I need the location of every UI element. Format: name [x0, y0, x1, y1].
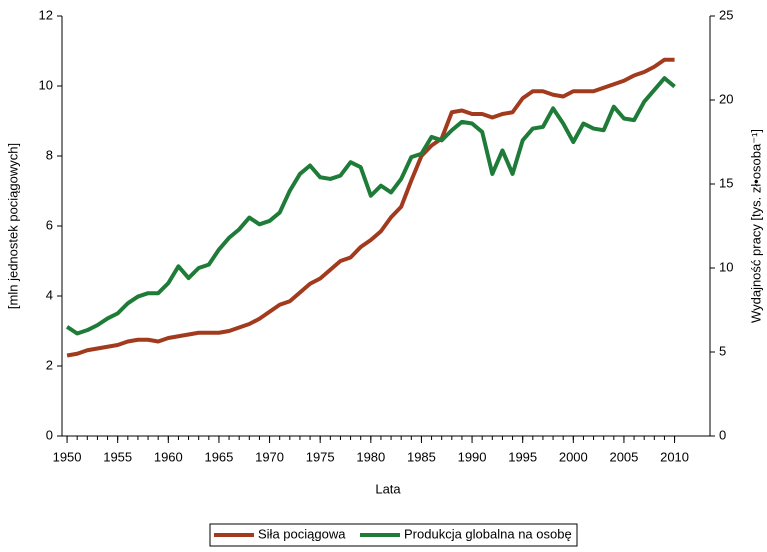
x-tick-label: 1985: [407, 449, 436, 464]
y2-tick-label: 0: [719, 427, 726, 442]
x-tick-label: 1975: [306, 449, 335, 464]
x-tick-label: 2000: [559, 449, 588, 464]
y-tick-label: 8: [46, 147, 53, 162]
y2-tick-label: 10: [719, 259, 733, 274]
y2-tick-label: 20: [719, 91, 733, 106]
series-line: [65, 76, 676, 336]
legend-label: Produkcja globalna na osobę: [404, 526, 572, 541]
series-line: [66, 57, 675, 358]
y2-tick-label: 15: [719, 175, 733, 190]
y-tick-label: 0: [46, 427, 53, 442]
x-tick-label: 1990: [458, 449, 487, 464]
x-tick-label: 1980: [356, 449, 385, 464]
y-axis-label: [mln jednostek pociągowych]: [5, 143, 20, 309]
y-tick-label: 2: [46, 357, 53, 372]
x-tick-label: 1995: [508, 449, 537, 464]
x-tick-label: 1960: [154, 449, 183, 464]
x-tick-label: 1955: [103, 449, 132, 464]
y2-tick-label: 5: [719, 343, 726, 358]
x-tick-label: 1970: [255, 449, 284, 464]
y2-axis-label: Wydajność pracy [tys. zł•osoba⁻¹]: [748, 129, 763, 323]
y-tick-label: 6: [46, 217, 53, 232]
x-tick-label: 1965: [204, 449, 233, 464]
y-tick-label: 10: [39, 77, 53, 92]
y-tick-label: 4: [46, 287, 53, 302]
y2-tick-label: 25: [719, 7, 733, 22]
x-tick-label: 2005: [609, 449, 638, 464]
x-axis-label: Lata: [375, 481, 401, 496]
y-tick-label: 12: [39, 7, 53, 22]
x-tick-label: 2010: [660, 449, 689, 464]
x-tick-label: 1950: [53, 449, 82, 464]
legend-label: Siła pociągowa: [258, 526, 346, 541]
